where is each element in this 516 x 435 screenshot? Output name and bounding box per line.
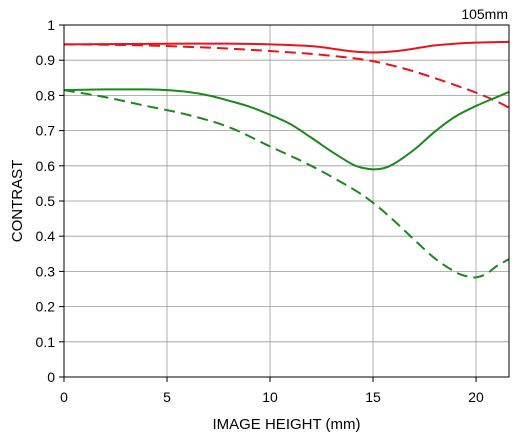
- series-group: [63, 40, 510, 279]
- x-tick-label: 20: [468, 389, 484, 405]
- series-line-green-dashed: [63, 89, 510, 279]
- grid: [64, 25, 509, 377]
- y-tick-label: 0.6: [36, 158, 56, 174]
- y-axis-label: CONTRAST: [9, 160, 26, 243]
- y-tick-label: 0: [47, 369, 55, 385]
- y-tick-label: 0.7: [36, 123, 56, 139]
- y-tick-label: 0.9: [36, 52, 56, 68]
- y-tick-label: 1: [47, 17, 55, 33]
- y-tick-label: 0.3: [36, 263, 56, 279]
- y-tick-label: 0.5: [36, 193, 56, 209]
- x-ticks: 0 5 10 15 20: [60, 377, 484, 405]
- y-ticks: 0 0.1 0.2 0.3 0.4 0.5 0.6 0.7 0.8 0.9 1: [36, 17, 64, 385]
- y-tick-label: 0.4: [36, 228, 56, 244]
- series-line-green-solid: [63, 88, 510, 171]
- x-tick-label: 10: [262, 389, 278, 405]
- series-line-red-solid: [63, 40, 510, 54]
- x-tick-label: 5: [163, 389, 171, 405]
- y-tick-label: 0.1: [36, 334, 56, 350]
- x-tick-label: 15: [365, 389, 381, 405]
- series-line-red-dashed: [63, 43, 510, 109]
- y-tick-label: 0.2: [36, 299, 56, 315]
- focal-length-label: 105mm: [461, 6, 508, 22]
- x-axis-label: IMAGE HEIGHT (mm): [212, 416, 360, 433]
- y-tick-label: 0.8: [36, 87, 56, 103]
- x-tick-label: 0: [60, 389, 68, 405]
